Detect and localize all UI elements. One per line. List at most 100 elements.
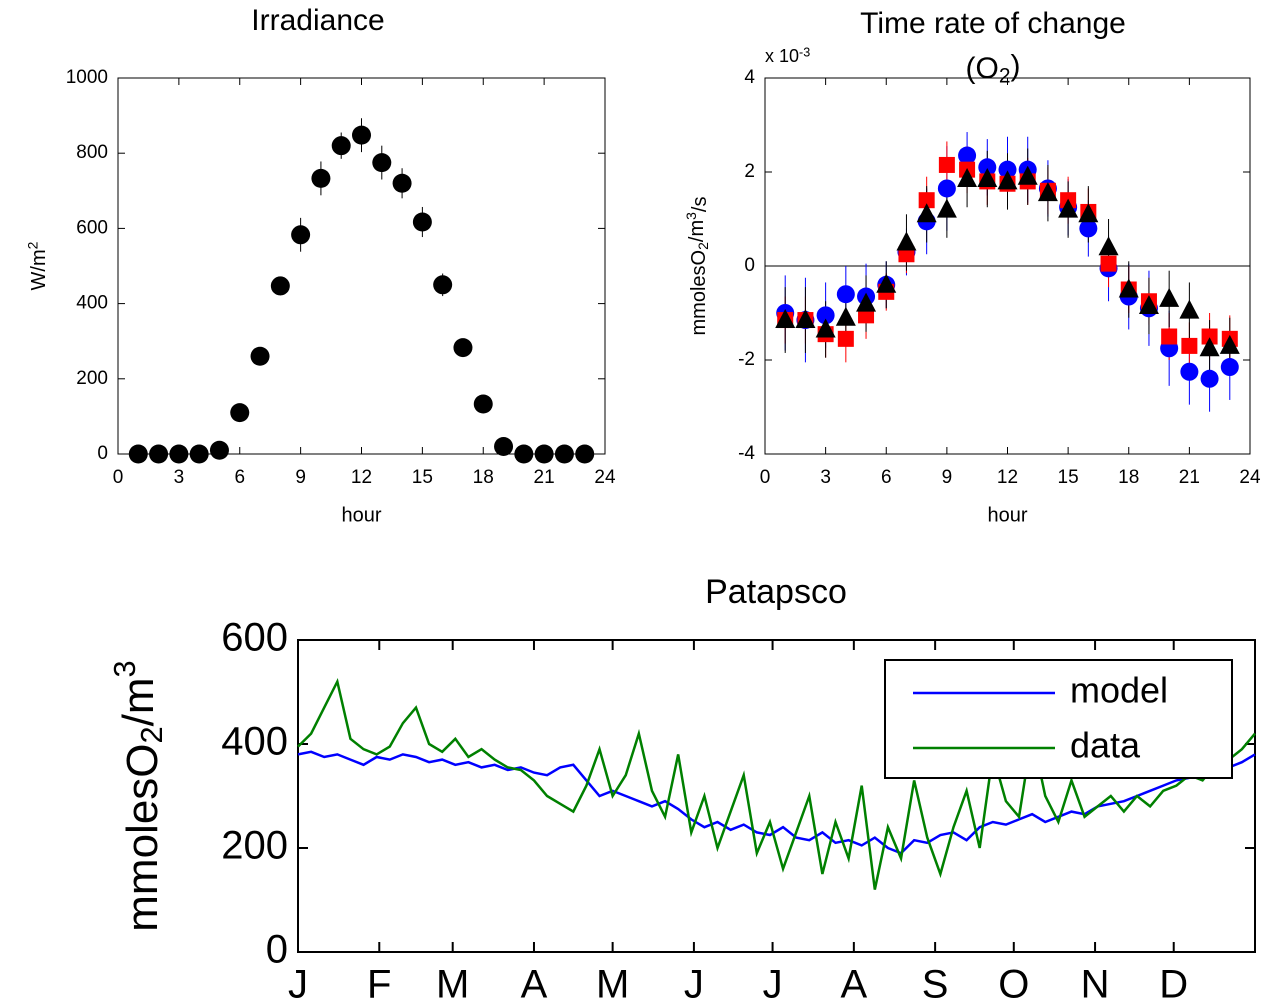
marker bbox=[128, 444, 148, 464]
x-tick-label: 12 bbox=[997, 467, 1018, 488]
marker bbox=[1200, 369, 1219, 388]
y-tick-label: 600 bbox=[221, 616, 288, 660]
legend-box bbox=[884, 659, 1233, 779]
marker bbox=[169, 444, 189, 464]
text-segment: mmolesO bbox=[118, 743, 167, 931]
x-tick-label: A bbox=[841, 963, 868, 1007]
marker bbox=[795, 309, 816, 329]
marker bbox=[1058, 198, 1079, 218]
marker bbox=[938, 156, 955, 173]
y-tick-label: 200 bbox=[76, 368, 108, 389]
text-segment: /s bbox=[689, 197, 711, 213]
x-tick-label: 21 bbox=[1179, 467, 1200, 488]
marker bbox=[1159, 287, 1180, 307]
marker bbox=[916, 203, 937, 223]
y-axis-label: W/m2 bbox=[24, 241, 50, 290]
x-tick-label: J bbox=[288, 963, 308, 1007]
text-segment: Irradiance bbox=[251, 4, 384, 37]
marker bbox=[250, 346, 270, 366]
marker bbox=[1219, 334, 1240, 354]
marker bbox=[835, 306, 856, 326]
axis-multiplier: x 10-3 bbox=[765, 45, 810, 66]
x-tick-label: M bbox=[436, 963, 469, 1007]
chart-title: Irradiance bbox=[251, 4, 384, 37]
text-segment: /m bbox=[114, 677, 163, 726]
marker bbox=[1199, 337, 1220, 357]
marker bbox=[1017, 165, 1038, 185]
series-line bbox=[297, 677, 1256, 890]
legend-label: data bbox=[1070, 725, 1141, 766]
marker bbox=[1138, 294, 1159, 314]
legend-label: model bbox=[1070, 670, 1168, 711]
y-tick-label: 400 bbox=[221, 720, 288, 764]
x-tick-label: 6 bbox=[881, 467, 892, 488]
chart-title: Time rate of change bbox=[860, 7, 1126, 40]
marker bbox=[998, 160, 1017, 179]
y-axis-label: mmolesO2/m3/s bbox=[683, 197, 712, 336]
text-segment: Patapsco bbox=[705, 573, 847, 611]
x-tick-label: 3 bbox=[174, 467, 185, 488]
x-tick-label: 15 bbox=[412, 467, 433, 488]
x-tick-label: 18 bbox=[473, 467, 494, 488]
marker bbox=[775, 309, 796, 329]
marker bbox=[837, 330, 854, 347]
marker bbox=[575, 444, 595, 464]
marker bbox=[1037, 182, 1058, 202]
marker bbox=[1079, 219, 1098, 238]
marker bbox=[977, 168, 998, 188]
marker bbox=[1118, 278, 1139, 298]
marker bbox=[291, 225, 311, 245]
marker bbox=[372, 153, 392, 173]
y-axis-label: mmolesO2/m3 bbox=[107, 660, 169, 931]
marker bbox=[1220, 358, 1239, 377]
text-segment: 3 bbox=[107, 660, 142, 677]
marker bbox=[936, 198, 957, 218]
marker bbox=[534, 444, 554, 464]
marker bbox=[816, 306, 835, 325]
marker bbox=[412, 212, 432, 232]
marker bbox=[958, 146, 977, 165]
x-tick-label: 18 bbox=[1118, 467, 1139, 488]
marker bbox=[494, 436, 514, 456]
text-segment: ) bbox=[1011, 49, 1021, 82]
chart-title: (O2) bbox=[965, 49, 1020, 87]
marker bbox=[918, 192, 935, 209]
marker bbox=[331, 136, 351, 156]
marker bbox=[1078, 203, 1099, 223]
marker bbox=[997, 170, 1018, 190]
axes-box bbox=[297, 639, 1256, 953]
y-tick-label: 200 bbox=[221, 824, 288, 868]
text-segment: mmolesO bbox=[688, 250, 710, 336]
x-tick-label: 15 bbox=[1058, 467, 1079, 488]
marker bbox=[311, 168, 331, 188]
x-tick-label: 12 bbox=[351, 467, 372, 488]
text-segment: 2 bbox=[999, 64, 1011, 87]
marker bbox=[836, 285, 855, 304]
x-tick-label: 0 bbox=[113, 467, 124, 488]
x-tick-label: S bbox=[922, 963, 949, 1007]
x-tick-label: M bbox=[596, 963, 629, 1007]
marker bbox=[189, 444, 209, 464]
marker bbox=[433, 275, 453, 295]
marker bbox=[473, 394, 493, 414]
marker bbox=[1161, 328, 1178, 345]
marker bbox=[1181, 337, 1198, 354]
marker bbox=[856, 292, 877, 312]
x-tick-label: A bbox=[521, 963, 548, 1007]
marker bbox=[149, 444, 169, 464]
x-tick-label: J bbox=[763, 963, 783, 1007]
x-tick-label: 24 bbox=[1239, 467, 1261, 488]
marker bbox=[896, 231, 917, 251]
y-tick-label: 1000 bbox=[66, 67, 108, 88]
y-tick-label: 400 bbox=[76, 293, 108, 314]
y-tick-label: 0 bbox=[744, 255, 755, 276]
x-tick-label: F bbox=[367, 963, 391, 1007]
text-segment: W/m bbox=[28, 249, 50, 290]
marker bbox=[514, 444, 534, 464]
marker bbox=[1180, 362, 1199, 381]
y-tick-label: 4 bbox=[744, 67, 755, 88]
marker bbox=[392, 173, 412, 193]
y-tick-label: 0 bbox=[266, 928, 288, 972]
